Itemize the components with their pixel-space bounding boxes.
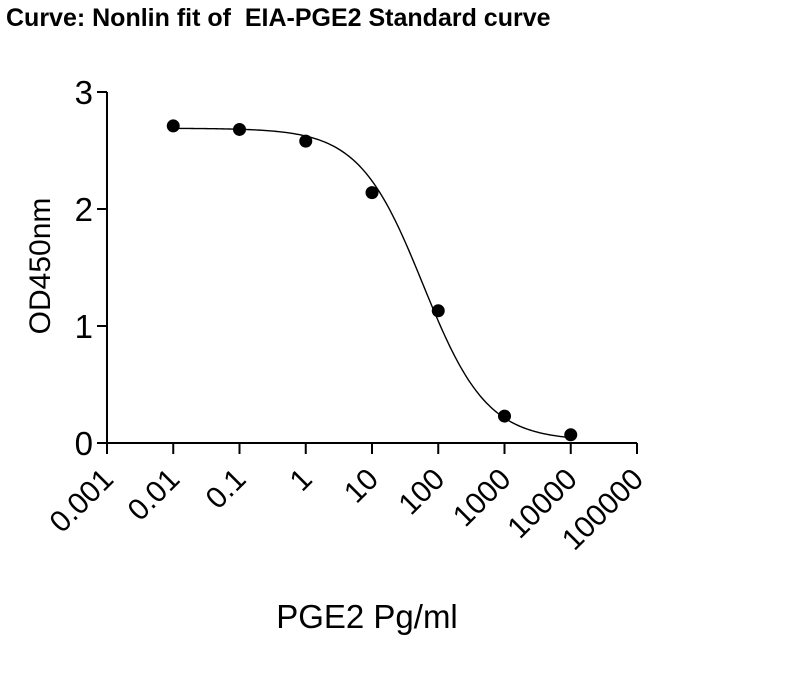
- x-tick-label: 10: [338, 463, 385, 510]
- x-tick-label: 0.1: [200, 463, 253, 516]
- data-point: [166, 119, 180, 133]
- y-axis-title: OD450nm: [24, 198, 57, 335]
- x-axis-title: PGE2 Pg/ml: [276, 598, 458, 635]
- data-points: [166, 119, 578, 442]
- y-tick-label: 3: [75, 74, 93, 111]
- fit-curve: [173, 127, 571, 439]
- data-point: [564, 428, 578, 442]
- chart-title: Curve: Nonlin fit of EIA-PGE2 Standard c…: [6, 4, 551, 32]
- data-point: [431, 304, 445, 318]
- y-tick-label: 2: [75, 191, 93, 228]
- data-point: [233, 122, 246, 136]
- x-tick-label: 0.001: [44, 463, 120, 539]
- y-tick-label: 0: [75, 425, 93, 462]
- y-tick-label: 1: [75, 308, 93, 345]
- data-point: [498, 409, 511, 423]
- x-tick-label: 1: [284, 463, 319, 498]
- axes: [97, 91, 638, 454]
- x-tick-label: 0.01: [122, 463, 187, 528]
- data-point: [365, 186, 379, 200]
- x-tick-label: 100: [392, 463, 451, 522]
- data-point: [299, 134, 313, 148]
- fit-curve-layer: [173, 127, 571, 439]
